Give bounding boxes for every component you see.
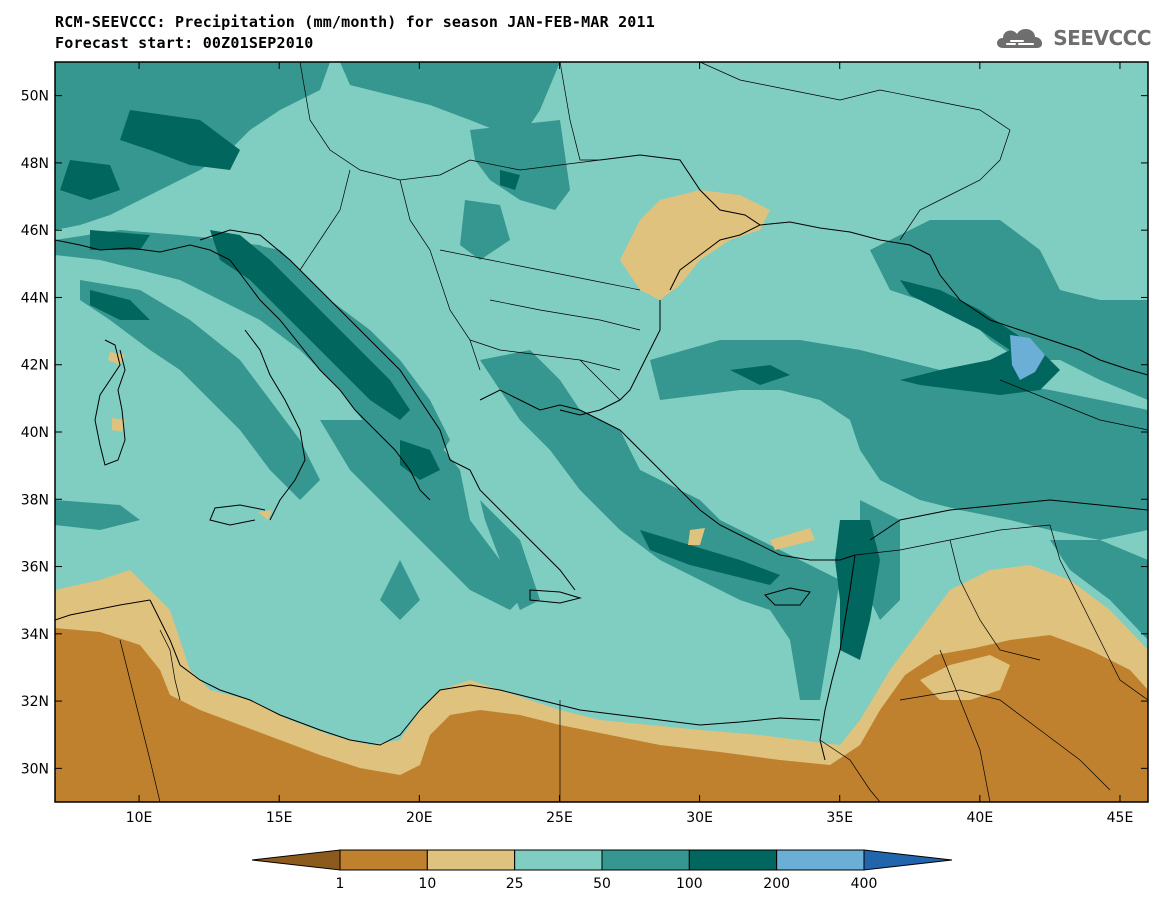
lon-label: 35E xyxy=(826,810,853,826)
field-200-400 xyxy=(1010,335,1045,380)
colorbar-segment xyxy=(688,849,778,871)
seevccc-logo: SEEVCCC xyxy=(993,22,1151,54)
colorbar-segment xyxy=(514,849,603,871)
lat-label: 36N xyxy=(21,560,49,576)
lat-label: 42N xyxy=(21,358,49,374)
colorbar-label: 200 xyxy=(763,876,790,892)
lon-label: 15E xyxy=(266,810,293,826)
lat-label: 32N xyxy=(21,694,49,710)
colorbar-label: 100 xyxy=(676,876,703,892)
colorbar-label: 400 xyxy=(851,876,878,892)
lat-label: 46N xyxy=(21,223,49,239)
forecast-start: Forecast start: 00Z01SEP2010 xyxy=(55,34,314,52)
lat-label: 30N xyxy=(21,761,49,777)
colorbar-low-triangle xyxy=(251,849,341,871)
colorbar-label: 50 xyxy=(593,876,611,892)
chart-title: RCM-SEEVCCC: Precipitation (mm/month) fo… xyxy=(55,13,655,31)
country-borders xyxy=(119,62,1148,802)
lat-label: 38N xyxy=(21,492,49,508)
field-10-25-inner xyxy=(920,655,1010,700)
field-50-100 xyxy=(55,62,1148,700)
lat-label: 40N xyxy=(21,425,49,441)
colorbar-segment xyxy=(601,849,690,871)
coastlines xyxy=(55,154,1148,761)
lon-label: 30E xyxy=(686,810,713,826)
logo-text: SEEVCCC xyxy=(1053,26,1151,50)
cloud-logo-icon xyxy=(997,28,1043,48)
title-block: RCM-SEEVCCC: Precipitation (mm/month) fo… xyxy=(55,12,655,54)
colorbar-segment xyxy=(339,849,428,871)
lon-label: 20E xyxy=(406,810,433,826)
map-field xyxy=(55,62,1148,802)
colorbar-high-triangle xyxy=(863,849,953,871)
colorbar: 1 10 25 50 100 200 400 xyxy=(251,849,953,892)
lon-label: 45E xyxy=(1107,810,1134,826)
lon-label: 10E xyxy=(126,810,153,826)
latitude-axis: 50N 48N 46N 44N 42N 40N 38N 36N 34N 32N 30N xyxy=(21,89,1148,777)
longitude-axis: 10E 15E 20E 25E 30E 35E 40E 45E xyxy=(126,62,1134,826)
field-1-10 xyxy=(55,628,1148,802)
lat-label: 34N xyxy=(21,627,49,643)
colorbar-label: 25 xyxy=(506,876,524,892)
colorbar-label: 1 xyxy=(336,876,345,892)
colorbar-segment xyxy=(776,849,865,871)
lon-label: 25E xyxy=(546,810,573,826)
lat-label: 50N xyxy=(21,89,49,105)
colorbar-label: 10 xyxy=(418,876,436,892)
lat-label: 44N xyxy=(21,290,49,306)
colorbar-segment xyxy=(426,849,516,871)
lat-label: 48N xyxy=(21,156,49,172)
lon-label: 40E xyxy=(967,810,994,826)
